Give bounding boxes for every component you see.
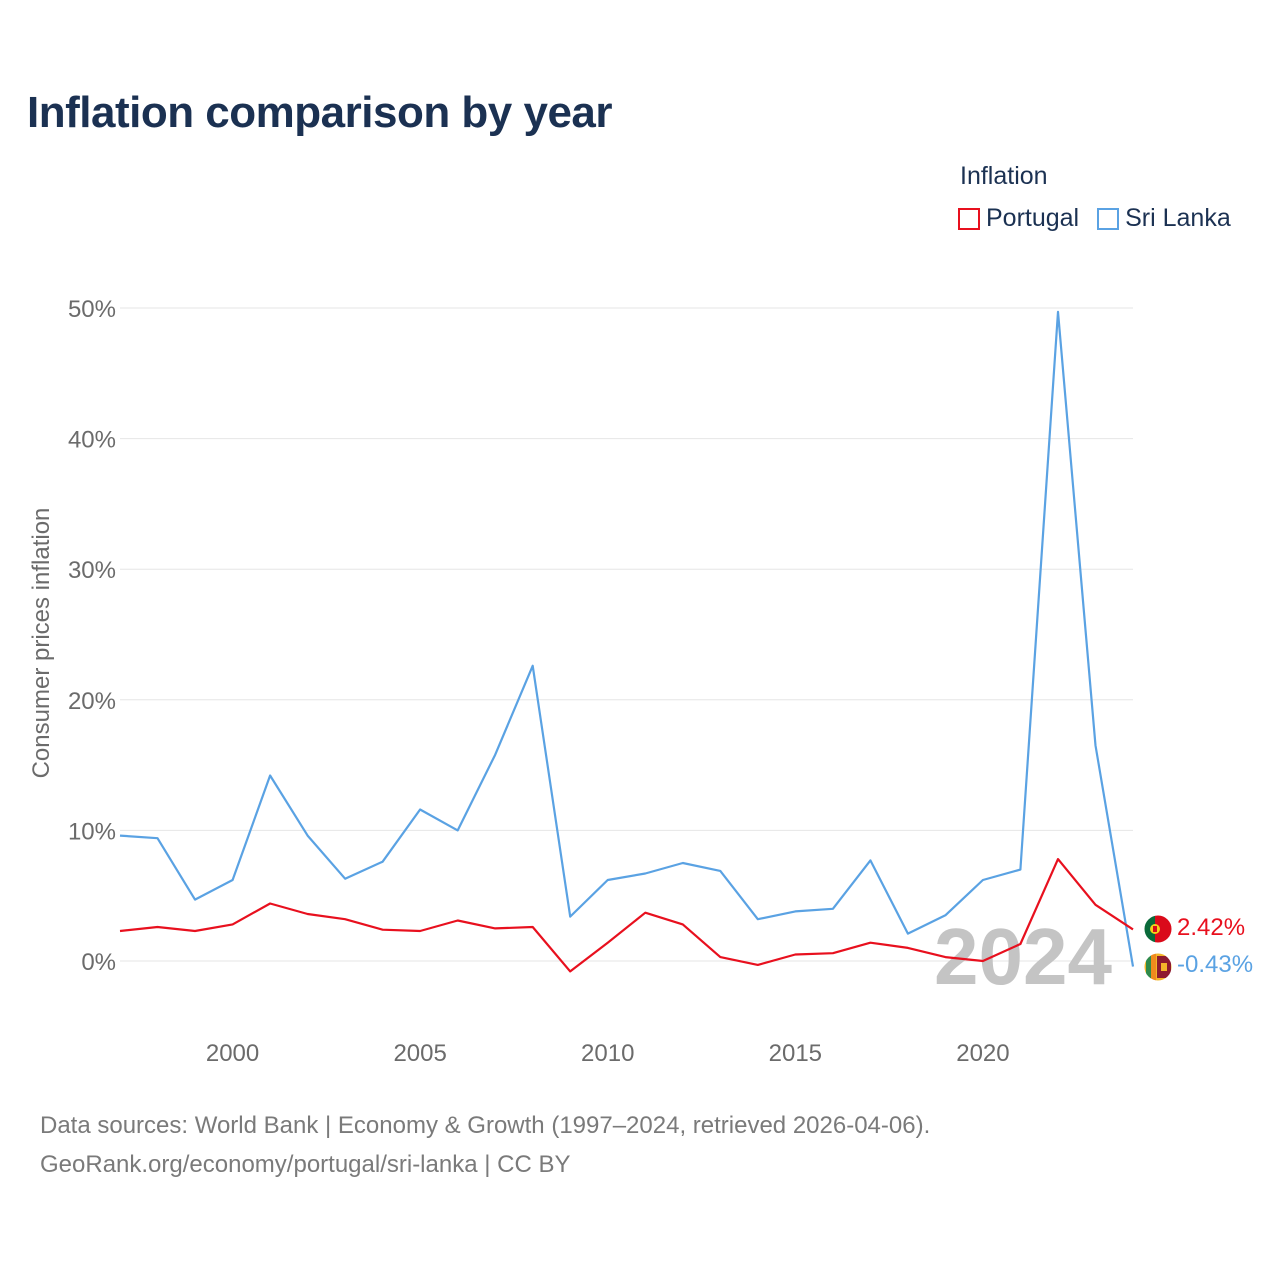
y-tick-label: 0%	[81, 949, 116, 976]
series-line-sri-lanka	[119, 310, 1135, 967]
chart-title: Inflation comparison by year	[27, 88, 613, 137]
y-tick-label: 20%	[68, 688, 116, 715]
legend-item-sri-lanka[interactable]: Sri Lanka	[1097, 204, 1231, 233]
y-tick-label: 30%	[68, 557, 116, 584]
legend-label-sri-lanka: Sri Lanka	[1125, 204, 1231, 232]
legend-swatch-sri-lanka	[1097, 207, 1120, 230]
x-tick-label: 2020	[956, 1040, 1009, 1067]
x-tick-label: 2000	[206, 1040, 259, 1067]
y-tick-label: 10%	[68, 818, 116, 845]
sri-lanka-flag-icon-ring	[1143, 952, 1173, 982]
series-line-portugal	[119, 857, 1134, 973]
y-tick-label: 50%	[68, 296, 116, 323]
sri-lanka-flag-icon	[1144, 953, 1172, 981]
source-line-1: Data sources: World Bank | Economy & Gro…	[40, 1112, 931, 1139]
y-tick-label: 40%	[68, 427, 116, 454]
x-tick-label: 2010	[581, 1040, 634, 1067]
legend: Portugal Sri Lanka	[958, 204, 1231, 233]
year-watermark: 2024	[934, 912, 1112, 1001]
legend-swatch-portugal	[958, 207, 980, 230]
legend-item-portugal[interactable]: Portugal	[958, 204, 1079, 233]
legend-title: Inflation	[960, 162, 1048, 190]
line-chart: 0% 10% 20% 30% 40% 50% 2000 2005 2010 2015 2020 202…	[68, 296, 1253, 1067]
end-label-sri-lanka: -0.43%	[1177, 951, 1253, 978]
source-note: Data sources: World Bank | Economy & Gro…	[40, 1106, 930, 1184]
portugal-flag-icon	[1144, 915, 1172, 943]
end-label-portugal: 2.42%	[1177, 914, 1245, 941]
x-tick-label: 2015	[769, 1040, 822, 1067]
legend-label-portugal: Portugal	[986, 204, 1080, 232]
source-line-2[interactable]: GeoRank.org/economy/portugal/sri-lanka |…	[40, 1151, 571, 1178]
x-tick-label: 2005	[393, 1040, 446, 1067]
portugal-flag-icon-ring	[1143, 914, 1173, 944]
